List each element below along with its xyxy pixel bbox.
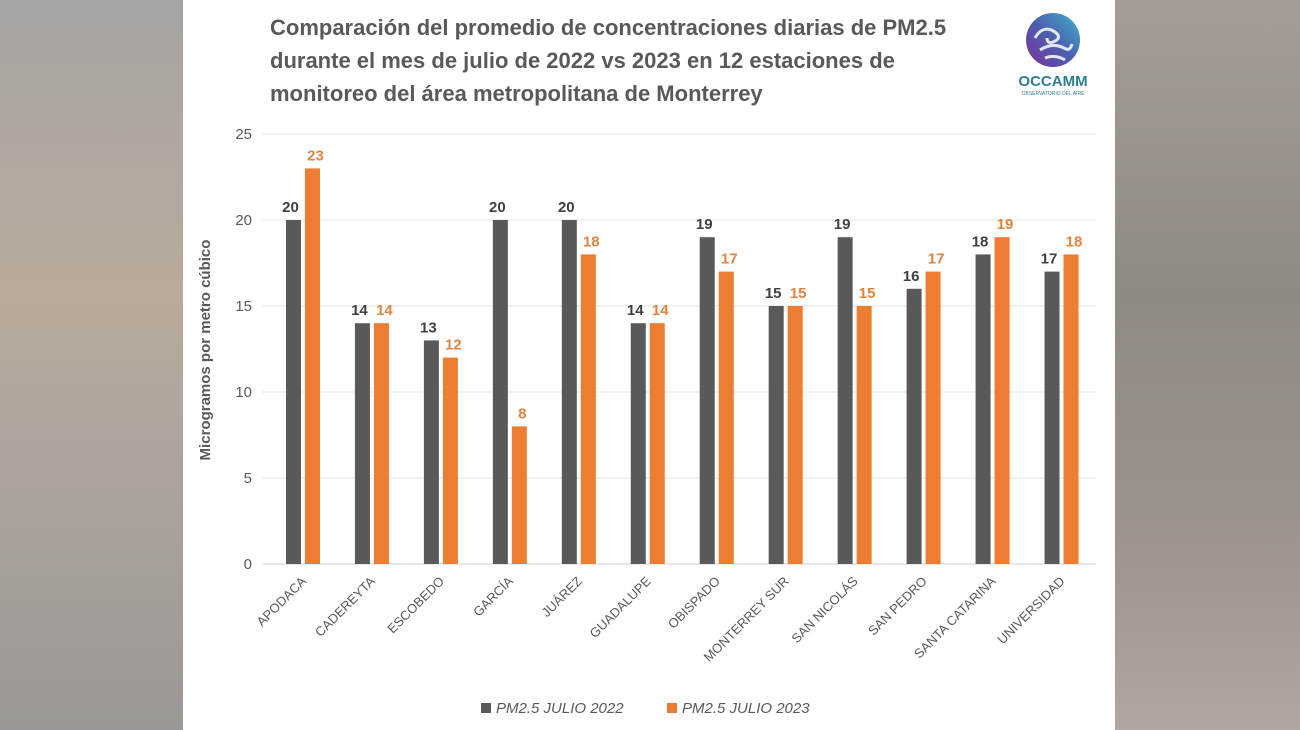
legend-label-2022: PM2.5 JULIO 2022	[496, 700, 624, 717]
data-label-2023: 12	[445, 337, 462, 354]
bar-2023	[856, 306, 872, 564]
x-tick-label: SAN PEDRO	[865, 574, 930, 639]
x-tick-label: OBISPADO	[665, 574, 723, 632]
chart-panel	[183, 0, 1115, 730]
data-label-2023: 14	[376, 302, 393, 319]
data-label-2023: 19	[997, 216, 1014, 233]
data-label-2022: 14	[627, 302, 644, 319]
bar-2022	[630, 323, 646, 564]
chart-title-line-3: monitoreo del área metropolitana de Mont…	[270, 81, 763, 106]
legend-swatch-2022	[481, 703, 491, 713]
y-tick-label: 20	[235, 212, 252, 229]
logo-subtitle: OBSERVATORIO DEL AIRE	[1022, 91, 1085, 97]
data-label-2023: 8	[518, 405, 526, 422]
bar-2022	[699, 237, 715, 564]
bar-2022	[561, 220, 577, 564]
x-tick-label: SAN NICOLÁS	[788, 573, 861, 646]
x-tick-label: UNIVERSIDAD	[994, 574, 1067, 647]
data-label-2022: 19	[696, 216, 713, 233]
logo-circle-icon	[1026, 13, 1080, 67]
y-tick-label: 10	[235, 384, 252, 401]
bar-2023	[925, 271, 941, 564]
bar-2023	[787, 306, 803, 564]
bar-2023	[373, 323, 389, 564]
data-label-2023: 23	[307, 147, 324, 164]
chart-title-line-2: durante el mes de julio de 2022 vs 2023 …	[270, 48, 895, 73]
bar-2022	[492, 220, 508, 564]
x-tick-label: CADEREYTA	[312, 573, 378, 639]
bar-2023	[304, 168, 320, 564]
data-label-2022: 14	[351, 302, 368, 319]
bar-2022	[1044, 271, 1060, 564]
bar-2022	[285, 220, 301, 564]
bar-2022	[768, 306, 784, 564]
data-label-2023: 17	[928, 251, 945, 268]
logo-wave-icon	[1033, 27, 1074, 62]
data-label-2023: 17	[721, 251, 738, 268]
data-label-2022: 15	[765, 285, 782, 302]
y-tick-label: 25	[235, 126, 252, 143]
y-tick-label: 5	[244, 470, 252, 487]
legend-label-2023: PM2.5 JULIO 2023	[682, 700, 810, 717]
data-label-2023: 18	[1066, 233, 1083, 250]
bar-2023	[511, 426, 527, 564]
bar-2022	[975, 254, 991, 564]
data-label-2022: 13	[420, 319, 437, 336]
bar-2023	[580, 254, 596, 564]
bar-2023	[1063, 254, 1079, 564]
data-label-2022: 18	[972, 233, 989, 250]
data-label-2022: 19	[834, 216, 851, 233]
x-tick-label: JUÁREZ	[539, 573, 585, 619]
bar-2023	[442, 357, 458, 564]
data-label-2022: 17	[1041, 251, 1058, 268]
data-label-2023: 14	[652, 302, 669, 319]
legend: PM2.5 JULIO 2022 PM2.5 JULIO 2023	[481, 700, 810, 717]
bar-2023	[994, 237, 1010, 564]
legend-swatch-2023	[667, 703, 677, 713]
logo-text: OCCAMM	[1018, 73, 1087, 90]
bar-2022	[837, 237, 853, 564]
background-right	[1115, 0, 1300, 730]
x-tick-label: GARCÍA	[470, 573, 516, 619]
data-label-2022: 16	[903, 268, 920, 285]
bar-2022	[423, 340, 439, 564]
data-label-2023: 18	[583, 233, 600, 250]
data-label-2023: 15	[859, 285, 876, 302]
y-axis-label: Microgramos por metro cúbico	[197, 240, 214, 461]
data-label-2022: 20	[282, 199, 299, 216]
x-tick-label: APODACA	[254, 573, 310, 629]
chart-title-line-1: Comparación del promedio de concentracio…	[270, 15, 946, 40]
bar-2022	[354, 323, 370, 564]
y-tick-label: 15	[235, 298, 252, 315]
occamm-logo: OCCAMM OBSERVATORIO DEL AIRE	[1018, 13, 1088, 97]
data-label-2022: 20	[489, 199, 506, 216]
data-label-2022: 20	[558, 199, 575, 216]
x-tick-label: GUADALUPE	[587, 573, 655, 641]
background-left	[0, 0, 183, 730]
x-tick-label: ESCOBEDO	[384, 574, 447, 637]
bar-2023	[649, 323, 665, 564]
y-tick-label: 0	[244, 556, 252, 573]
data-label-2023: 15	[790, 285, 807, 302]
bar-2023	[718, 271, 734, 564]
bar-2022	[906, 288, 922, 564]
